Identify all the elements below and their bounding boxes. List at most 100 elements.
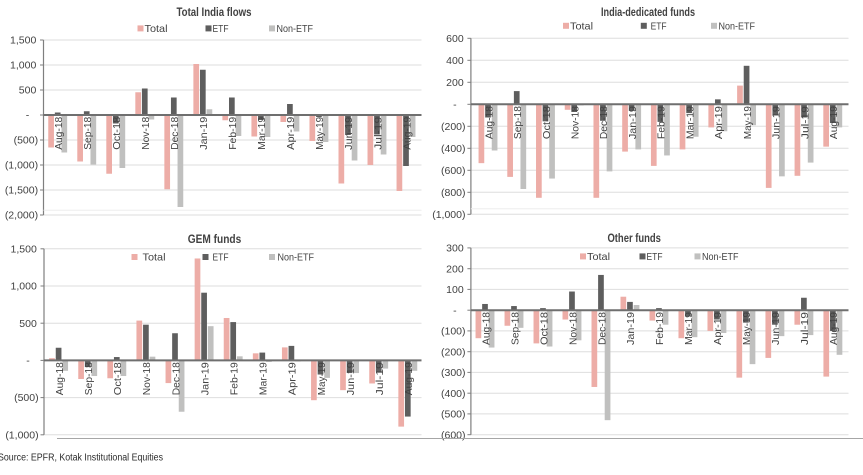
svg-text:Total: Total <box>570 20 593 32</box>
svg-text:Mar-19: Mar-19 <box>259 362 270 395</box>
svg-text:Non-ETF: Non-ETF <box>719 20 756 32</box>
svg-text:ETF: ETF <box>647 251 663 263</box>
svg-text:Aug-18: Aug-18 <box>481 312 492 345</box>
svg-text:Feb-19: Feb-19 <box>228 116 239 149</box>
svg-text:Feb-19: Feb-19 <box>657 106 668 139</box>
svg-text:Non-ETF: Non-ETF <box>278 252 315 264</box>
svg-text:Apr-19: Apr-19 <box>286 116 297 149</box>
svg-text:1,500: 1,500 <box>10 35 36 47</box>
svg-text:(400): (400) <box>441 143 466 155</box>
svg-text:Aug-19: Aug-19 <box>829 312 840 345</box>
svg-text:(300): (300) <box>441 367 466 379</box>
svg-text:500: 500 <box>19 85 37 97</box>
svg-text:Jul-19: Jul-19 <box>800 311 811 345</box>
svg-text:Apr-19: Apr-19 <box>288 362 299 395</box>
svg-text:Source: EPFR, Kotak Institutio: Source: EPFR, Kotak Institutional Equiti… <box>0 453 163 464</box>
svg-text:(1,000): (1,000) <box>5 160 38 172</box>
svg-text:Sep-18: Sep-18 <box>510 312 521 345</box>
svg-text:Aug-18: Aug-18 <box>55 362 66 395</box>
svg-text:Aug-18: Aug-18 <box>484 106 495 139</box>
svg-text:Sep-18: Sep-18 <box>83 116 94 149</box>
svg-text:300: 300 <box>446 243 464 255</box>
svg-text:May-19: May-19 <box>742 312 753 345</box>
svg-text:Sep-18: Sep-18 <box>84 362 95 395</box>
svg-text:Oct-18: Oct-18 <box>542 106 553 139</box>
svg-text:Oct-18: Oct-18 <box>112 116 123 149</box>
svg-text:Jul-19: Jul-19 <box>375 362 386 396</box>
svg-text:Sep-18: Sep-18 <box>513 106 524 139</box>
svg-text:Jun-19: Jun-19 <box>346 362 357 395</box>
svg-text:(500): (500) <box>14 392 39 404</box>
svg-text:Feb-19: Feb-19 <box>230 362 241 395</box>
svg-text:(800): (800) <box>441 187 466 199</box>
svg-text:(1,500): (1,500) <box>5 185 38 197</box>
svg-text:500: 500 <box>19 318 37 330</box>
svg-text:Jan-19: Jan-19 <box>628 106 639 139</box>
svg-text:Jun-19: Jun-19 <box>771 312 782 345</box>
svg-text:(500): (500) <box>14 135 39 147</box>
svg-text:Mar-19: Mar-19 <box>685 106 696 139</box>
svg-text:ETF: ETF <box>213 23 229 35</box>
svg-text:Non-ETF: Non-ETF <box>702 251 739 263</box>
svg-text:-: - <box>453 305 457 317</box>
svg-text:Mar-19: Mar-19 <box>257 116 268 149</box>
svg-text:Other funds: Other funds <box>607 233 661 245</box>
svg-text:Feb-19: Feb-19 <box>655 312 666 345</box>
svg-text:1,500: 1,500 <box>11 243 37 255</box>
svg-text:Jan-19: Jan-19 <box>200 362 211 395</box>
svg-text:Nov-18: Nov-18 <box>571 106 582 139</box>
svg-text:Jul-19: Jul-19 <box>800 106 811 140</box>
svg-text:India-dedicated funds: India-dedicated funds <box>601 7 695 19</box>
svg-text:1,000: 1,000 <box>11 281 37 293</box>
svg-text:Nov-18: Nov-18 <box>141 116 152 149</box>
svg-text:(200): (200) <box>441 346 466 358</box>
svg-text:1,000: 1,000 <box>10 60 36 72</box>
svg-text:ETF: ETF <box>213 252 229 264</box>
svg-text:GEM funds: GEM funds <box>188 234 242 246</box>
svg-text:Aug-19: Aug-19 <box>829 106 840 139</box>
svg-text:Jun-19: Jun-19 <box>772 106 783 139</box>
svg-text:-: - <box>26 355 30 367</box>
svg-text:200: 200 <box>446 263 464 275</box>
svg-text:Jun-19: Jun-19 <box>344 116 355 149</box>
svg-text:Jan-19: Jan-19 <box>626 312 637 345</box>
svg-text:Nov-18: Nov-18 <box>568 312 579 345</box>
svg-text:-: - <box>26 110 30 122</box>
svg-text:(500): (500) <box>441 409 466 421</box>
svg-text:(1,000): (1,000) <box>432 209 465 221</box>
svg-text:Nov-18: Nov-18 <box>142 362 153 395</box>
svg-text:Total: Total <box>145 23 168 35</box>
svg-text:Oct-18: Oct-18 <box>113 362 124 395</box>
svg-text:(600): (600) <box>441 165 466 177</box>
svg-text:Jul-19: Jul-19 <box>373 116 384 150</box>
svg-text:Oct-18: Oct-18 <box>539 312 550 345</box>
svg-text:Jan-19: Jan-19 <box>199 116 210 149</box>
svg-text:Aug-19: Aug-19 <box>404 362 415 395</box>
svg-text:Aug-18: Aug-18 <box>54 116 65 149</box>
svg-text:May-19: May-19 <box>743 106 754 139</box>
svg-text:400: 400 <box>446 55 464 67</box>
svg-text:100: 100 <box>446 284 464 296</box>
svg-text:May-19: May-19 <box>317 362 328 395</box>
svg-text:Apr-19: Apr-19 <box>713 312 724 345</box>
svg-text:200: 200 <box>446 77 464 89</box>
svg-text:(1,000): (1,000) <box>5 429 38 441</box>
svg-text:(600): (600) <box>441 429 466 441</box>
svg-text:(200): (200) <box>441 121 466 133</box>
svg-text:Apr-19: Apr-19 <box>714 106 725 139</box>
svg-text:Non-ETF: Non-ETF <box>277 23 314 35</box>
svg-text:May-19: May-19 <box>315 116 326 149</box>
svg-text:Total: Total <box>587 251 610 263</box>
svg-text:Total: Total <box>143 252 166 264</box>
svg-text:(100): (100) <box>441 326 466 338</box>
svg-text:Dec-18: Dec-18 <box>171 362 182 395</box>
svg-text:-: - <box>453 99 457 111</box>
svg-text:(2,000): (2,000) <box>5 210 38 222</box>
svg-text:(400): (400) <box>441 388 466 400</box>
svg-text:ETF: ETF <box>651 20 667 32</box>
svg-text:Dec-18: Dec-18 <box>599 106 610 139</box>
svg-text:Dec-18: Dec-18 <box>170 116 181 149</box>
svg-text:Mar-19: Mar-19 <box>684 312 695 345</box>
svg-text:Dec-18: Dec-18 <box>597 312 608 345</box>
svg-text:Total India flows: Total India flows <box>177 7 252 19</box>
